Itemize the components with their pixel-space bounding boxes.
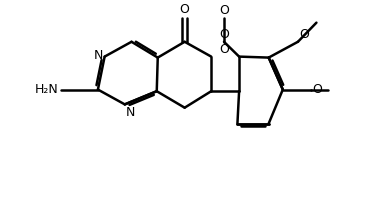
Text: O: O — [219, 43, 229, 56]
Text: H₂N: H₂N — [35, 83, 59, 96]
Text: O: O — [312, 83, 322, 96]
Text: O: O — [180, 3, 190, 16]
Text: O: O — [219, 4, 229, 17]
Text: O: O — [219, 28, 229, 41]
Text: O: O — [299, 28, 309, 41]
Text: N: N — [126, 106, 135, 119]
Text: N: N — [93, 49, 102, 62]
